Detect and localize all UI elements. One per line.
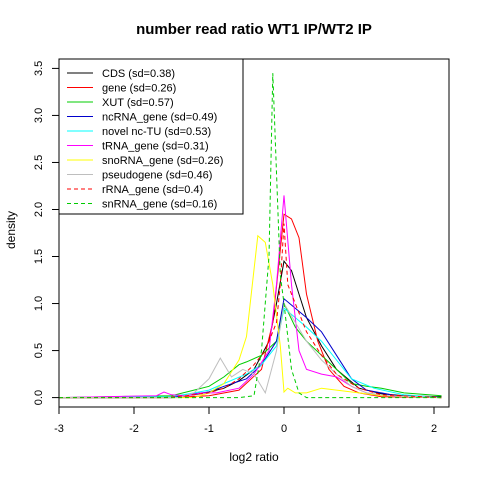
y-tick-label: 3.5 [33, 61, 45, 76]
x-tick-label: 2 [431, 423, 437, 435]
legend: CDS (sd=0.38) gene (sd=0.26) XUT (sd=0.57)… [58, 58, 244, 215]
legend-label: snRNA_gene (sd=0.16) [102, 199, 217, 211]
legend-label: ncRNA_gene (sd=0.49) [102, 112, 217, 124]
series-line-8 [59, 223, 442, 399]
y-tick-label: 2.5 [33, 155, 45, 170]
y-tick-label: 1.5 [33, 249, 45, 264]
series-line-9 [59, 73, 442, 399]
chart-title: number read ratio WT1 IP/WT2 IP [136, 21, 372, 38]
series-line-6 [59, 234, 442, 399]
legend-label: novel nc-TU (sd=0.53) [102, 126, 211, 138]
legend-label: pseudogene (sd=0.46) [102, 170, 212, 182]
x-tick-label: -2 [129, 423, 139, 435]
legend-label: tRNA_gene (sd=0.31) [102, 141, 209, 153]
x-axis-label: log2 ratio [229, 450, 279, 464]
series-line-7 [59, 302, 442, 399]
y-tick-label: 0.5 [33, 343, 45, 358]
x-tick-label: 0 [281, 423, 287, 435]
legend-label: gene (sd=0.26) [102, 83, 176, 95]
x-tick-label: 1 [356, 423, 362, 435]
legend-label: CDS (sd=0.38) [102, 68, 175, 80]
plot-frame [58, 58, 450, 408]
series-line-5 [58, 195, 442, 399]
y-tick-label: 2.0 [33, 202, 45, 217]
legend-label: snoRNA_gene (sd=0.26) [102, 155, 223, 167]
y-tick-label: 3.0 [33, 108, 45, 123]
x-tick-label: -3 [54, 423, 64, 435]
y-axis-label: density [4, 211, 18, 249]
series-layer [58, 73, 442, 399]
series-line-4 [58, 307, 442, 399]
x-tick-label: -1 [204, 423, 214, 435]
legend-label: rRNA_gene (sd=0.4) [102, 184, 203, 196]
series-line-1 [59, 213, 442, 399]
y-tick-label: 1.0 [33, 296, 45, 311]
y-tick-label: 0.0 [33, 390, 45, 405]
legend-label: XUT (sd=0.57) [102, 97, 174, 109]
legend-box [58, 58, 244, 215]
